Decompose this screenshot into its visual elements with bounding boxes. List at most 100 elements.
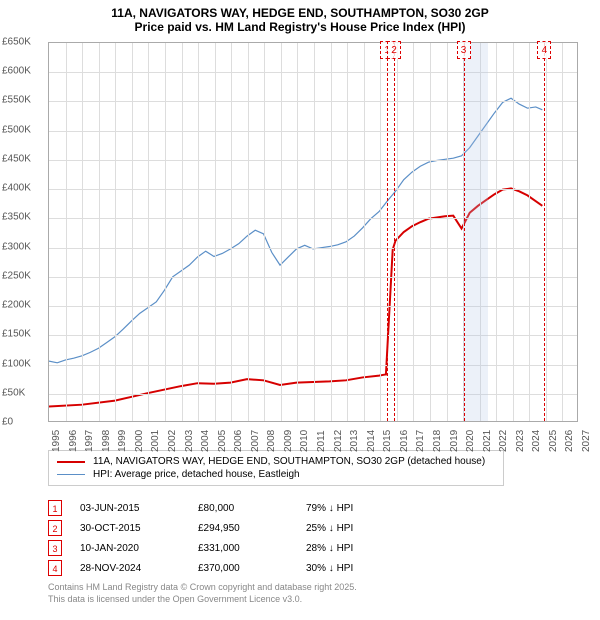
- gridline-vertical: [513, 43, 514, 421]
- y-axis-label: £150K: [2, 329, 31, 340]
- gridline-horizontal: [49, 101, 577, 102]
- y-axis-label: £200K: [2, 300, 31, 311]
- row-date: 03-JUN-2015: [80, 503, 180, 514]
- gridline-vertical: [347, 43, 348, 421]
- x-axis-label: 2009: [283, 430, 294, 452]
- y-axis-label: £600K: [2, 66, 31, 77]
- gridline-vertical: [132, 43, 133, 421]
- y-axis-label: £350K: [2, 212, 31, 223]
- x-axis-label: 2016: [399, 430, 410, 452]
- gridline-horizontal: [49, 248, 577, 249]
- x-axis-label: 2023: [515, 430, 526, 452]
- x-axis-label: 2007: [250, 430, 261, 452]
- y-axis-label: £650K: [2, 37, 31, 48]
- gridline-horizontal: [49, 189, 577, 190]
- gridline-vertical: [182, 43, 183, 421]
- x-axis-label: 2004: [200, 430, 211, 452]
- gridline-horizontal: [49, 72, 577, 73]
- legend-item: 11A, NAVIGATORS WAY, HEDGE END, SOUTHAMP…: [57, 455, 495, 468]
- marker-line: [544, 43, 545, 421]
- data-row: 230-OCT-2015£294,95025% ↓ HPI: [48, 518, 396, 538]
- x-axis-label: 2008: [266, 430, 277, 452]
- gridline-vertical: [430, 43, 431, 421]
- row-date: 10-JAN-2020: [80, 543, 180, 554]
- x-axis-label: 1997: [84, 430, 95, 452]
- chart-footer: Contains HM Land Registry data © Crown c…: [48, 582, 357, 605]
- y-axis-label: £100K: [2, 358, 31, 369]
- x-axis-label: 2014: [366, 430, 377, 452]
- gridline-vertical: [115, 43, 116, 421]
- x-axis-label: 1998: [101, 430, 112, 452]
- x-axis-label: 1996: [68, 430, 79, 452]
- y-axis-label: £450K: [2, 153, 31, 164]
- gridline-horizontal: [49, 306, 577, 307]
- x-axis-label: 2021: [482, 430, 493, 452]
- y-axis-label: £500K: [2, 124, 31, 135]
- x-axis-label: 1995: [51, 430, 62, 452]
- gridline-horizontal: [49, 394, 577, 395]
- x-axis-label: 2022: [498, 430, 509, 452]
- row-price: £370,000: [198, 563, 288, 574]
- gridline-horizontal: [49, 365, 577, 366]
- data-row: 103-JUN-2015£80,00079% ↓ HPI: [48, 498, 396, 518]
- y-axis-label: £0: [2, 417, 13, 428]
- gridline-vertical: [331, 43, 332, 421]
- data-row: 428-NOV-2024£370,00030% ↓ HPI: [48, 558, 396, 578]
- row-date: 30-OCT-2015: [80, 523, 180, 534]
- marker-line: [394, 43, 395, 421]
- x-axis-label: 2015: [382, 430, 393, 452]
- gridline-vertical: [99, 43, 100, 421]
- gridline-vertical: [264, 43, 265, 421]
- row-pct: 28% ↓ HPI: [306, 543, 396, 554]
- y-axis-label: £250K: [2, 270, 31, 281]
- gridline-vertical: [231, 43, 232, 421]
- row-price: £331,000: [198, 543, 288, 554]
- gridline-vertical: [380, 43, 381, 421]
- row-pct: 79% ↓ HPI: [306, 503, 396, 514]
- footer-line2: This data is licensed under the Open Gov…: [48, 594, 357, 606]
- shade-region: [463, 43, 488, 421]
- gridline-vertical: [148, 43, 149, 421]
- x-axis-label: 2026: [564, 430, 575, 452]
- gridline-vertical: [397, 43, 398, 421]
- x-axis-label: 2006: [233, 430, 244, 452]
- gridline-vertical: [546, 43, 547, 421]
- marker-label: 2: [387, 41, 401, 59]
- x-axis-label: 2012: [333, 430, 344, 452]
- legend-label: 11A, NAVIGATORS WAY, HEDGE END, SOUTHAMP…: [93, 456, 485, 467]
- row-date: 28-NOV-2024: [80, 563, 180, 574]
- x-axis-label: 2020: [465, 430, 476, 452]
- legend-item: HPI: Average price, detached house, East…: [57, 468, 495, 481]
- gridline-horizontal: [49, 131, 577, 132]
- chart-legend: 11A, NAVIGATORS WAY, HEDGE END, SOUTHAMP…: [48, 450, 504, 486]
- row-price: £80,000: [198, 503, 288, 514]
- footer-line1: Contains HM Land Registry data © Crown c…: [48, 582, 357, 594]
- x-axis-label: 2000: [134, 430, 145, 452]
- data-table: 103-JUN-2015£80,00079% ↓ HPI230-OCT-2015…: [48, 498, 396, 578]
- row-marker: 3: [48, 540, 62, 556]
- chart-subtitle: Price paid vs. HM Land Registry's House …: [0, 20, 600, 34]
- x-axis-label: 2003: [184, 430, 195, 452]
- x-axis-label: 2002: [167, 430, 178, 452]
- x-axis-label: 2027: [581, 430, 592, 452]
- x-axis-label: 2019: [449, 430, 460, 452]
- gridline-vertical: [248, 43, 249, 421]
- row-pct: 30% ↓ HPI: [306, 563, 396, 574]
- gridline-vertical: [496, 43, 497, 421]
- gridline-vertical: [281, 43, 282, 421]
- x-axis-label: 2011: [316, 430, 327, 452]
- marker-line: [387, 43, 388, 421]
- gridline-vertical: [82, 43, 83, 421]
- gridline-vertical: [364, 43, 365, 421]
- legend-label: HPI: Average price, detached house, East…: [93, 469, 300, 480]
- gridline-vertical: [447, 43, 448, 421]
- gridline-vertical: [165, 43, 166, 421]
- marker-label: 4: [537, 41, 551, 59]
- y-axis-label: £400K: [2, 183, 31, 194]
- legend-swatch: [57, 461, 85, 463]
- chart-title: 11A, NAVIGATORS WAY, HEDGE END, SOUTHAMP…: [0, 0, 600, 20]
- x-axis-label: 2018: [432, 430, 443, 452]
- gridline-horizontal: [49, 218, 577, 219]
- gridline-horizontal: [49, 335, 577, 336]
- gridline-vertical: [314, 43, 315, 421]
